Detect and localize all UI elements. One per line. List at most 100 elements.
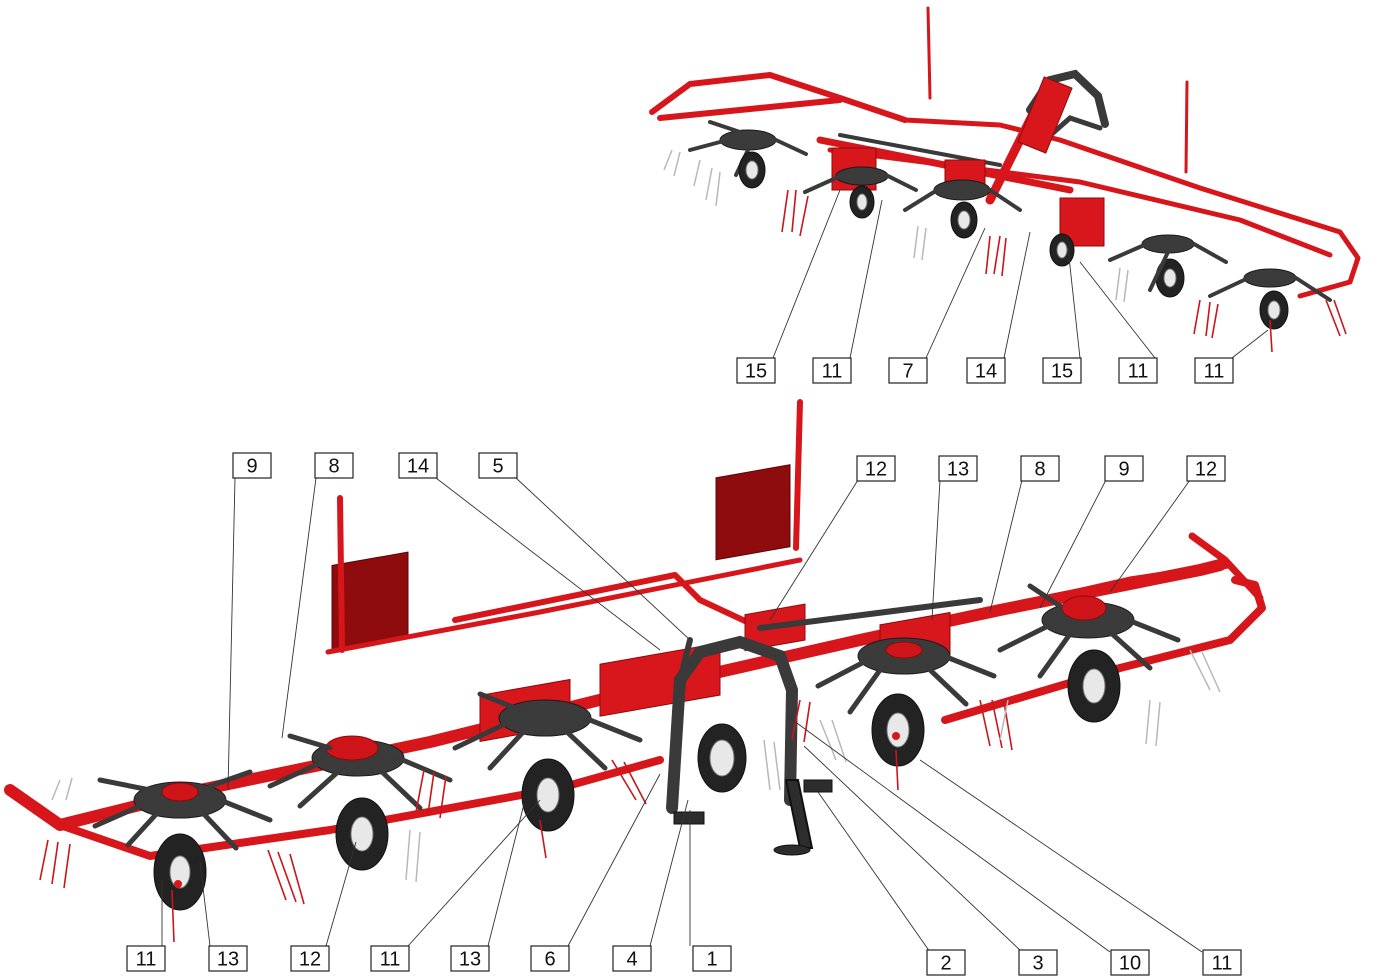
callout-frame [450,945,490,972]
callout-number: 13 [217,949,239,971]
bottom-rotor-4 [815,637,997,767]
callout-number: 11 [380,949,401,971]
callout-frame [926,949,966,976]
callout-number: 13 [459,949,481,971]
top-machine-view [649,6,1361,353]
callout-frame [314,452,354,479]
lower-callout-11: 10 [1110,949,1150,976]
top-rotor-4 [1049,233,1075,267]
bottom-tines [39,649,1221,943]
callout-frame [1118,357,1158,384]
top-callout-5: 15 [1042,357,1082,384]
leader-lines [161,189,1269,953]
upper-callout-8: 9 [1104,455,1144,482]
lower-callout-4: 11 [370,945,410,972]
lower-callout-2: 13 [208,945,248,972]
top-callout-2: 11 [812,357,852,384]
callout-frame [1186,455,1226,482]
lower-callout-10: 3 [1018,949,1058,976]
callout-number: 11 [1128,361,1149,383]
top-callout-1: 15 [736,357,776,384]
callout-number: 12 [299,949,321,971]
callout-frame [1104,455,1144,482]
callout-number: 9 [246,456,257,478]
lower-callout-7: 4 [612,945,652,972]
callout-frame [966,357,1006,384]
callout-number: 3 [1032,953,1043,975]
callout-number: 11 [136,949,157,971]
callout-number: 14 [407,456,429,478]
callout-number: 7 [902,361,913,383]
bottom-rotor-2 [267,733,453,871]
upper-callout-1: 9 [232,452,272,479]
lower-callout-3: 12 [290,945,330,972]
callout-frame [290,945,330,972]
callout-number: 11 [1212,953,1233,975]
callout-frame [1018,949,1058,976]
lower-callout-5: 13 [450,945,490,972]
lower-callout-9: 2 [926,949,966,976]
top-rotor-3 [903,179,1022,239]
lower-callout-1: 11 [126,945,166,972]
lower-callout-12: 11 [1202,949,1242,976]
bottom-rotor-1 [92,769,273,911]
callout-number: 12 [1195,459,1217,481]
callout-frame [478,452,518,479]
upper-callout-4: 5 [478,452,518,479]
callout-frame [736,357,776,384]
centre-wheel [697,723,747,793]
callout-number: 15 [745,361,767,383]
callout-number: 8 [1034,459,1045,481]
callout-frame [208,945,248,972]
callout-number: 13 [947,459,969,481]
callout-number: 2 [940,953,951,975]
callout-frame [398,452,438,479]
upper-callout-7: 8 [1020,455,1060,482]
top-rotor-5 [1108,234,1228,298]
top-callout-4: 14 [966,357,1006,384]
bottom-machine-view [4,399,1266,943]
callout-frame [530,945,570,972]
callout-number: 8 [328,456,339,478]
upper-callout-3: 14 [398,452,438,479]
callout-number: 5 [492,456,503,478]
callout-number: 10 [1119,953,1141,975]
top-callout-6: 11 [1118,357,1158,384]
callout-number: 11 [822,361,843,383]
top-rotor-1 [688,120,808,189]
upper-callout-9: 12 [1186,455,1226,482]
callout-frame [938,455,978,482]
top-tines [663,149,1347,353]
callout-frame [1202,949,1242,976]
top-callout-3: 7 [888,357,928,384]
top-callout-7: 11 [1194,357,1234,384]
top-rotor-2 [803,166,918,219]
callout-frame [1194,357,1234,384]
lower-callout-8: 1 [692,945,732,972]
callout-frame [126,945,166,972]
bottom-rotor-3 [452,691,643,832]
callout-frame [370,945,410,972]
upper-callout-2: 8 [314,452,354,479]
callout-number: 14 [975,361,997,383]
callout-frame [856,455,896,482]
lower-callout-6: 6 [530,945,570,972]
callout-number: 15 [1051,361,1073,383]
top-rotor-6 [1208,268,1332,330]
callout-frame [1042,357,1082,384]
callout-frame [812,357,852,384]
upper-callout-6: 13 [938,455,978,482]
callout-frame [232,452,272,479]
callout-number: 11 [1204,361,1225,383]
callout-number: 1 [706,949,717,971]
callout-frame [888,357,928,384]
callout-number: 12 [865,459,887,481]
callout-number: 6 [544,949,555,971]
callout-number: 9 [1118,459,1129,481]
upper-callout-5: 12 [856,455,896,482]
callout-frame [1020,455,1060,482]
callout-frame [692,945,732,972]
callout-frame [1110,949,1150,976]
